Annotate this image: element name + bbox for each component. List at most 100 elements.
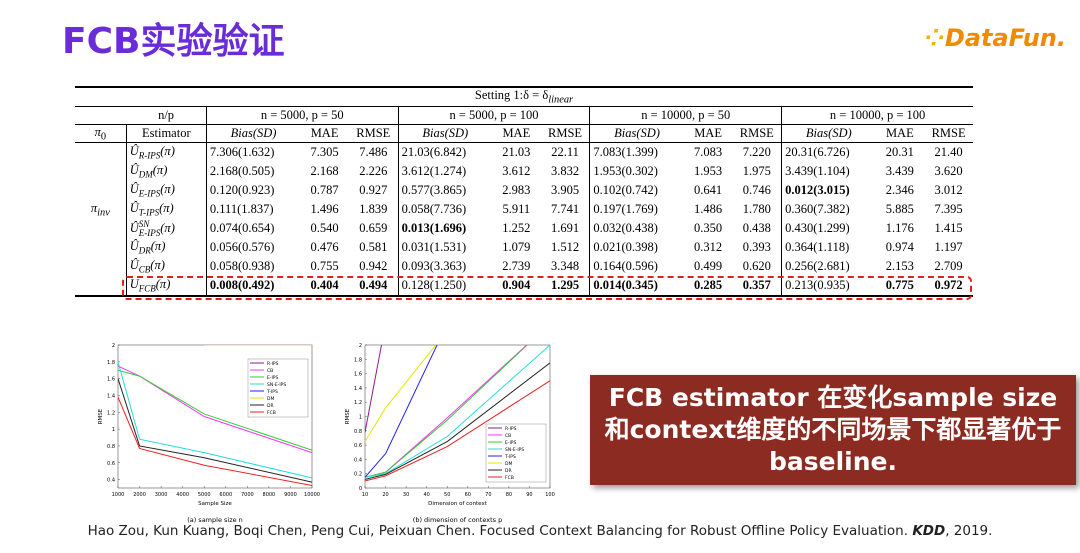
table-cell: 0.213(0.935) xyxy=(781,276,876,296)
legend-label: E-IPS xyxy=(505,440,517,446)
cell-value: 22.11 xyxy=(551,145,579,159)
x-tick-label: 10 xyxy=(362,492,368,498)
table-cell: 3.612(1.274) xyxy=(397,162,492,181)
pi0: π0 xyxy=(75,124,127,143)
table-cell: 3.348 xyxy=(541,257,590,276)
estimator-name: ÛR-IPS(π) xyxy=(125,142,207,162)
table-cell: 3.905 xyxy=(541,181,590,200)
legend-label: CB xyxy=(505,433,511,439)
table-cell: 0.746 xyxy=(732,181,781,200)
table-cell: 2.226 xyxy=(349,162,398,181)
estimator-sym: Û xyxy=(129,239,139,254)
y-tick-label: 2 xyxy=(112,343,115,349)
table-row: ÛDR(π) 0.056(0.576) 0.476 0.581 0.031(1.531)… xyxy=(75,238,973,257)
group-sym: π xyxy=(90,200,98,215)
y-axis-label: RMSE xyxy=(345,408,351,424)
series-line xyxy=(365,380,550,482)
estimator-sym: Û xyxy=(129,144,139,159)
table-cell: 0.755 xyxy=(300,257,349,276)
series-line xyxy=(365,345,437,442)
cell-value: 21.03 xyxy=(502,145,531,159)
highlight-text: FCB estimator 在变化sample size和context维度的不… xyxy=(604,383,1062,476)
table-cell: 0.032(0.438) xyxy=(589,219,684,238)
table-cell: 3.012 xyxy=(924,181,973,200)
cell-value: 1.780 xyxy=(742,202,771,216)
estimator-arg: (π) xyxy=(159,201,174,216)
series-line xyxy=(365,345,528,478)
cell-value: 1.839 xyxy=(359,202,388,216)
estimator-arg: (π) xyxy=(160,182,175,197)
cell-value: 0.641 xyxy=(694,183,723,197)
column-header: Bias(SD) xyxy=(589,124,684,143)
series-line xyxy=(118,369,312,451)
estimator-name: ÛDR(π) xyxy=(125,238,207,257)
cell-value: 2.153 xyxy=(885,259,914,273)
y-axis-label: RMSE xyxy=(98,408,104,424)
y-tick-label: 1.8 xyxy=(354,357,362,363)
table-cell: 3.439 xyxy=(875,162,924,181)
table-cell: 0.197(1.769) xyxy=(589,200,684,219)
column-header: MAE xyxy=(300,124,349,143)
cell-value: 0.058(7.736) xyxy=(401,202,467,216)
x-tick-label: 100 xyxy=(545,492,555,498)
legend-label: DM xyxy=(505,461,512,467)
series-line xyxy=(118,365,312,454)
header-row: Setting 1:δ = δlinear xyxy=(75,87,973,107)
table-cell: 0.120(0.923) xyxy=(205,181,301,200)
cell-value: 7.083(1.399) xyxy=(593,145,658,159)
table-cell: 2.168 xyxy=(300,162,349,181)
cell-value: 21.40 xyxy=(934,145,963,159)
cell-value: 0.285 xyxy=(694,278,723,292)
cell-value: 0.197(1.769) xyxy=(593,202,658,216)
legend-label: DR xyxy=(505,468,512,474)
group-sub: inv xyxy=(97,207,110,219)
cell-value: 0.499 xyxy=(694,259,723,273)
table-row: Û SN E-IPS (π) 0.074(0.654) 0.540 0.659 0.013(1… xyxy=(75,219,973,238)
table-cell: 0.927 xyxy=(349,181,398,200)
cell-value: 2.709 xyxy=(934,259,963,273)
citation: Hao Zou, Kun Kuang, Boqi Chen, Peng Cui,… xyxy=(0,523,1080,539)
table-cell: 0.111(1.837) xyxy=(205,200,301,219)
x-tick-label: 9000 xyxy=(284,492,297,498)
cell-value: 3.439(1.104) xyxy=(785,164,850,178)
legend-label: DR xyxy=(267,403,274,409)
cell-value: 0.350 xyxy=(694,221,723,235)
x-tick-label: 10000 xyxy=(304,492,320,498)
table-cell: 1.953(0.302) xyxy=(589,162,684,181)
table-cell: 0.164(0.596) xyxy=(589,257,684,276)
cell-value: 0.360(7.382) xyxy=(785,202,850,216)
table-cell: 3.439(1.104) xyxy=(781,162,876,181)
cell-value: 1.079 xyxy=(502,240,531,254)
results-table: Setting 1:δ = δlinear n/p n = 5000, p = 50… xyxy=(75,86,973,297)
cell-value: 0.620 xyxy=(742,259,771,273)
cell-value: 0.058(0.938) xyxy=(209,259,275,273)
estimator-sup: SN xyxy=(138,218,150,229)
table-cell: 20.31 xyxy=(875,143,924,163)
pi0-sym: π xyxy=(94,124,101,139)
estimator-sym: Û xyxy=(129,163,139,178)
x-tick-label: 20 xyxy=(382,492,388,498)
y-tick-label: 1 xyxy=(359,415,362,421)
cell-value: 2.983 xyxy=(502,183,531,197)
estimator-sym: Û xyxy=(129,201,139,216)
cell-value: 0.972 xyxy=(934,278,963,292)
table-cell: 3.620 xyxy=(924,162,973,181)
table-cell: 0.438 xyxy=(732,219,781,238)
column-header: MAE xyxy=(875,124,925,143)
table-cell: 21.03 xyxy=(492,143,541,163)
table-cell: 1.496 xyxy=(300,200,349,219)
estimator-arg: (π) xyxy=(160,144,175,159)
estimator-sub: R-IPS xyxy=(138,150,161,161)
cell-value: 0.008(0.492) xyxy=(209,278,275,292)
pi0-sub: 0 xyxy=(100,131,107,142)
table-cell: 0.393 xyxy=(732,238,781,257)
cell-value: 3.620 xyxy=(934,164,963,178)
logo-text: DataFun. xyxy=(944,24,1066,52)
table-cell: 0.013(1.696) xyxy=(397,219,492,238)
cell-value: 7.306(1.632) xyxy=(209,145,275,159)
estimator-sym: U xyxy=(129,277,139,292)
cell-value: 1.512 xyxy=(550,240,580,254)
table-cell: 7.306(1.632) xyxy=(205,142,301,162)
estimator-header: Estimator xyxy=(125,124,207,143)
